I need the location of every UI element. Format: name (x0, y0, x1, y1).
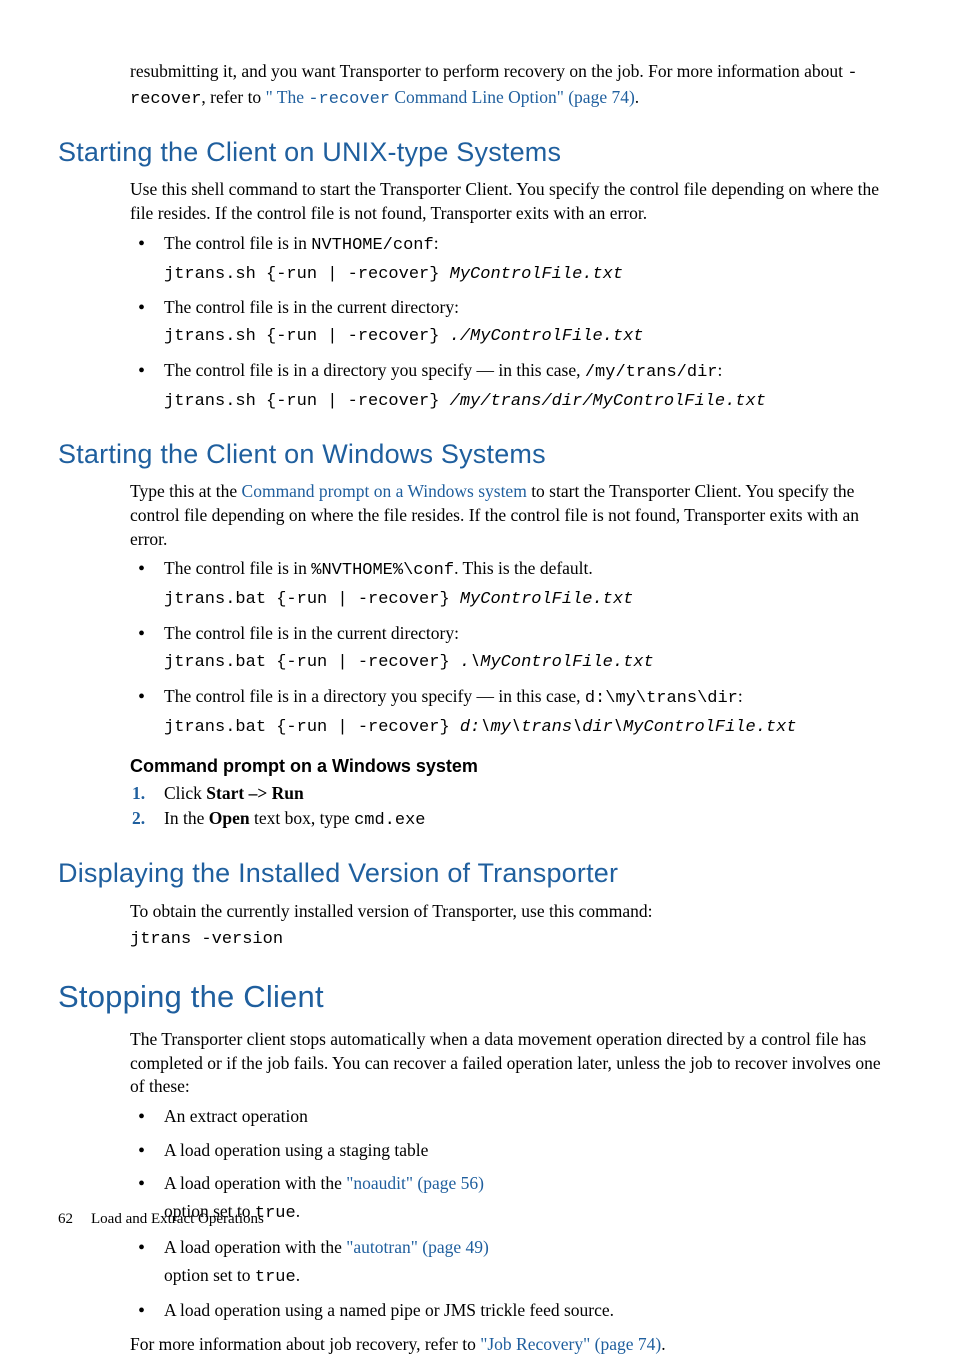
link-noaudit[interactable]: "noaudit" (page 56) (346, 1173, 484, 1193)
version-intro: To obtain the currently installed versio… (130, 900, 896, 924)
text: : (717, 360, 722, 380)
step-item: In the Open text box, type cmd.exe (130, 807, 896, 833)
command-line: jtrans -version (130, 929, 896, 952)
chapter-title: Load and Extract Operations (91, 1211, 264, 1227)
inline-code: d:\my\trans\dir (585, 689, 738, 708)
text: The control file is in a directory you s… (164, 686, 585, 706)
command-line: jtrans.sh {-run | -recover} ./MyControlF… (164, 326, 896, 349)
link-job-recovery[interactable]: "Job Recovery" (page 74) (480, 1334, 661, 1354)
intro-paragraph: resubmitting it, and you want Transporte… (130, 60, 896, 112)
text: The control file is in (164, 558, 311, 578)
intro-block: resubmitting it, and you want Transporte… (130, 60, 896, 112)
page: resubmitting it, and you want Transporte… (0, 0, 954, 1271)
text: resubmitting it, and you want Transporte… (130, 61, 847, 81)
text: The control file is in a directory you s… (164, 360, 585, 380)
heading-unix: Starting the Client on UNIX-type Systems (58, 134, 896, 170)
subheading-cmd-prompt: Command prompt on a Windows system (130, 754, 896, 778)
step-item: Click Start –> Run (130, 782, 896, 806)
link-autotran[interactable]: "autotran" (page 49) (346, 1237, 489, 1257)
stopping-body: The Transporter client stops automatical… (130, 1028, 896, 1357)
heading-version: Displaying the Installed Version of Tran… (58, 855, 896, 891)
text: The control file is in the current direc… (164, 297, 459, 317)
list-item: The control file is in a directory you s… (130, 359, 896, 414)
command-line: jtrans.bat {-run | -recover} MyControlFi… (164, 589, 896, 612)
unix-body: Use this shell command to start the Tran… (130, 178, 896, 414)
inline-code: /my/trans/dir (585, 363, 718, 382)
ui-label: Open (209, 808, 250, 828)
stopping-more-info: For more information about job recovery,… (130, 1333, 896, 1357)
command-line: jtrans.sh {-run | -recover} /my/trans/di… (164, 391, 896, 414)
windows-intro: Type this at the Command prompt on a Win… (130, 480, 896, 551)
text: The control file is in the current direc… (164, 623, 459, 643)
unix-bullets: The control file is in NVTHOME/conf: jtr… (130, 232, 896, 414)
stopping-intro: The Transporter client stops automatical… (130, 1028, 896, 1099)
text: : (738, 686, 743, 706)
list-item: An extract operation (130, 1105, 896, 1129)
link-cmd-prompt[interactable]: Command prompt on a Windows system (242, 481, 527, 501)
windows-bullets: The control file is in %NVTHOME%\conf. T… (130, 557, 896, 739)
list-item: The control file is in a directory you s… (130, 685, 896, 740)
list-item: The control file is in the current direc… (130, 622, 896, 675)
page-number: 62 (58, 1211, 73, 1227)
windows-body: Type this at the Command prompt on a Win… (130, 480, 896, 833)
text: A load operation with the (164, 1237, 346, 1257)
page-footer: 62 Load and Extract Operations (58, 1209, 264, 1229)
unix-intro: Use this shell command to start the Tran… (130, 178, 896, 225)
ui-label: Start –> Run (206, 783, 303, 803)
inline-code: cmd.exe (354, 811, 425, 830)
text: Type this at the (130, 481, 242, 501)
cmd-prompt-steps: Click Start –> Run In the Open text box,… (130, 782, 896, 834)
text: . (661, 1334, 665, 1354)
text: option set to true. (164, 1200, 896, 1226)
list-item: The control file is in the current direc… (130, 296, 896, 349)
text: . This is the default. (454, 558, 593, 578)
command-line: jtrans.bat {-run | -recover} d:\my\trans… (164, 717, 896, 740)
text: option set to true. (164, 1264, 896, 1290)
heading-stopping: Stopping the Client (58, 976, 896, 1018)
version-body: To obtain the currently installed versio… (130, 900, 896, 953)
heading-windows: Starting the Client on Windows Systems (58, 436, 896, 472)
list-item: A load operation using a staging table (130, 1139, 896, 1163)
list-item: The control file is in NVTHOME/conf: jtr… (130, 232, 896, 287)
text: , refer to (201, 87, 265, 107)
list-item: The control file is in %NVTHOME%\conf. T… (130, 557, 896, 612)
text: A load operation with the (164, 1173, 346, 1193)
list-item: A load operation with the "autotran" (pa… (130, 1236, 896, 1290)
text: text box, type (250, 808, 355, 828)
text: Click (164, 783, 206, 803)
link-recover-option[interactable]: " The -recover Command Line Option" (pag… (266, 87, 635, 107)
text: In the (164, 808, 209, 828)
text: The control file is in (164, 233, 311, 253)
command-line: jtrans.bat {-run | -recover} .\MyControl… (164, 652, 896, 675)
inline-code: %NVTHOME%\conf (311, 561, 454, 580)
command-line: jtrans.sh {-run | -recover} MyControlFil… (164, 264, 896, 287)
inline-code: NVTHOME/conf (311, 236, 433, 255)
text: : (434, 233, 439, 253)
text: For more information about job recovery,… (130, 1334, 480, 1354)
text: . (635, 87, 639, 107)
inline-code: true (255, 1268, 296, 1287)
list-item: A load operation using a named pipe or J… (130, 1299, 896, 1323)
